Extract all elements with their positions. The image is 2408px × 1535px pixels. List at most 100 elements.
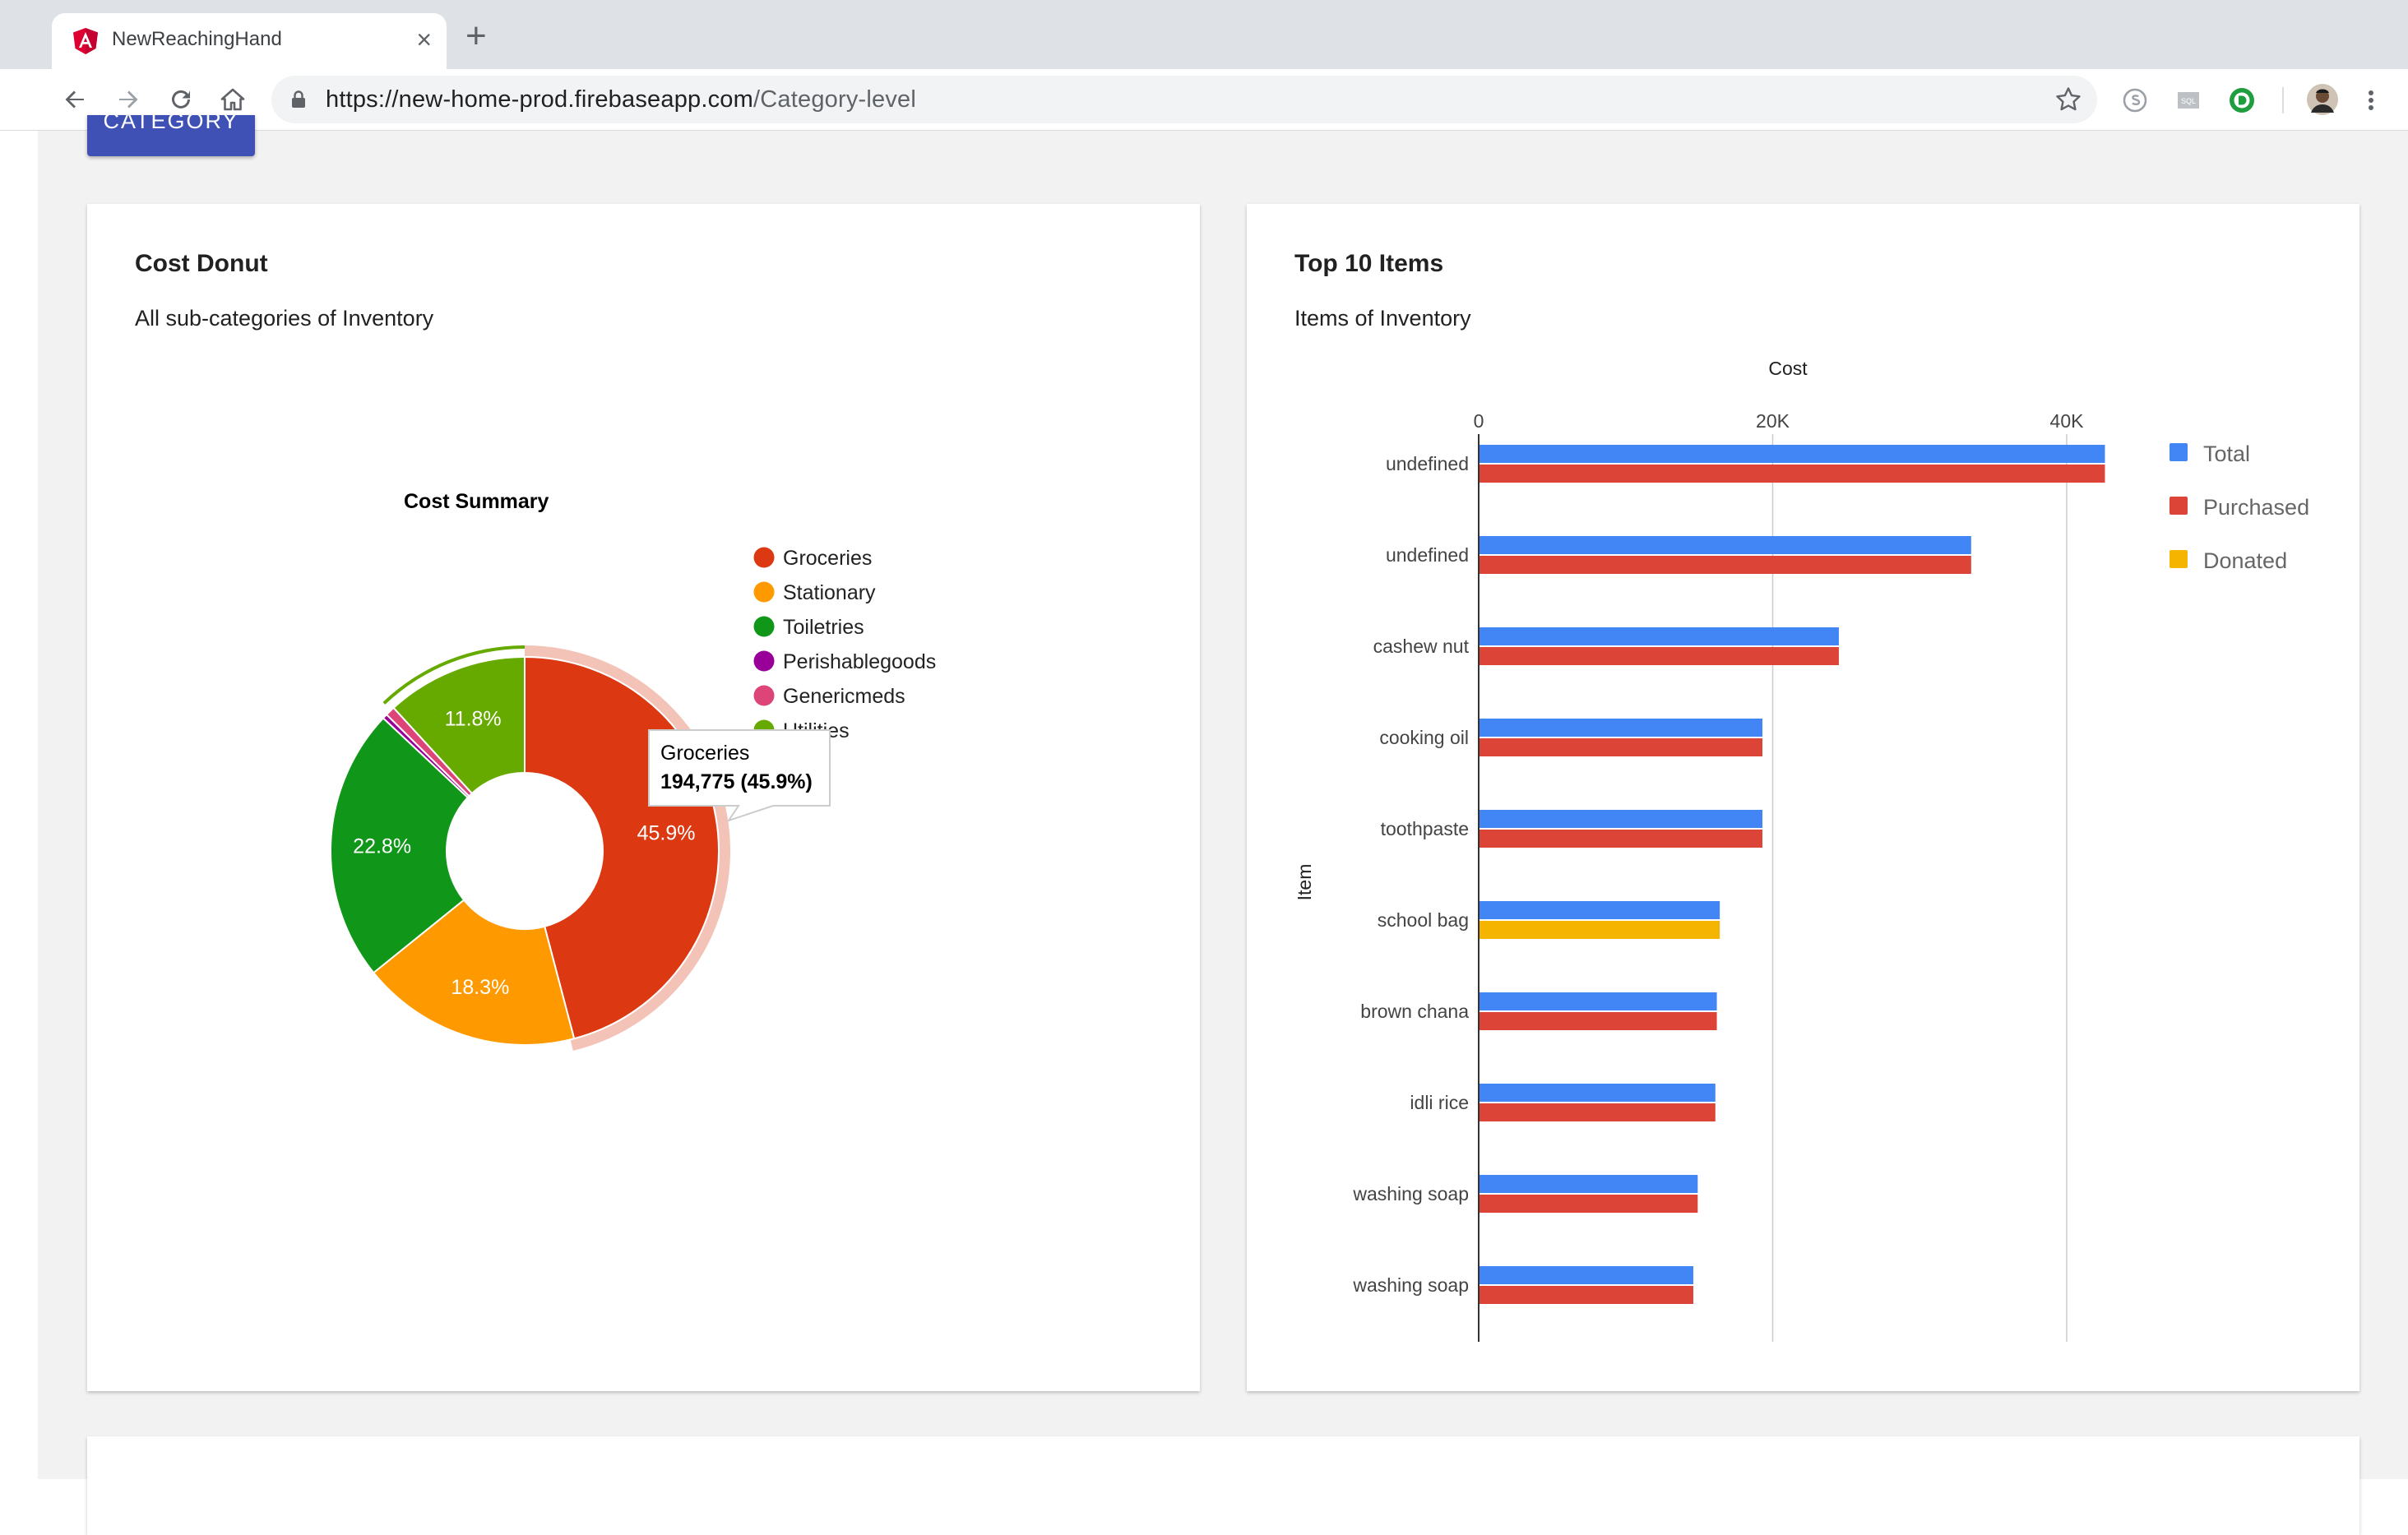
bar-total-5 (1480, 901, 1720, 919)
legend-marker-stationary (753, 581, 775, 603)
tab-close-icon[interactable]: × (416, 25, 432, 54)
url-path: /Category-level (753, 86, 917, 113)
tab-title: NewReachingHand (112, 28, 282, 50)
new-tab-button[interactable]: + (465, 16, 487, 56)
y-category-label-0: undefined (1386, 453, 1469, 474)
profile-avatar[interactable] (2305, 82, 2340, 117)
y-category-label-1: undefined (1386, 544, 1469, 566)
top-items-title: Top 10 Items (1294, 250, 1444, 277)
y-category-label-6: brown chana (1360, 1001, 1469, 1022)
slice-label-stationary: 18.3% (451, 976, 509, 999)
address-bar[interactable]: https://new-home-prod.firebaseapp.com/Ca… (271, 76, 2097, 123)
category-button-label: CATEGORY (103, 115, 239, 133)
legend-label-purchased: Purchased (2203, 495, 2309, 520)
bar-total-8 (1480, 1175, 1698, 1193)
bar-total-7 (1480, 1084, 1716, 1102)
legend-marker-donated (2170, 550, 2188, 568)
bar-total-4 (1480, 810, 1762, 828)
x-tick-label-1: 20K (1756, 410, 1790, 432)
back-button[interactable] (56, 81, 94, 118)
bar-purchased-6 (1480, 1012, 1717, 1030)
forward-arrow-icon (119, 90, 138, 109)
legend-label-perishablegoods: Perishablegoods (783, 650, 936, 673)
y-category-label-7: idli rice (1410, 1092, 1469, 1113)
reload-button[interactable] (162, 81, 200, 118)
bar-purchased-2 (1480, 647, 1839, 665)
home-icon (220, 88, 245, 111)
legend-label-genericmeds: Genericmeds (783, 685, 905, 708)
y-category-label-8: washing soap (1352, 1183, 1469, 1204)
slice-label-groceries: 45.9% (637, 822, 696, 845)
legend-marker-purchased (2170, 497, 2188, 515)
bar-purchased-9 (1480, 1286, 1693, 1304)
bar-total-1 (1480, 536, 1971, 554)
bar-total-9 (1480, 1266, 1693, 1284)
legend-label-donated: Donated (2203, 548, 2287, 573)
x-tick-label-2: 40K (2050, 410, 2085, 432)
cost-donut-card: Cost Donut All sub-categories of Invento… (87, 204, 1200, 1391)
bar-total-6 (1480, 992, 1717, 1010)
donut-slice-stationary (372, 899, 576, 1046)
y-axis-title: Item (1294, 864, 1315, 901)
y-category-label-9: washing soap (1352, 1274, 1469, 1296)
legend-marker-total (2170, 443, 2188, 461)
category-button[interactable]: CATEGORY (87, 115, 255, 156)
forward-button[interactable] (109, 81, 147, 118)
donut-legend: Groceries Stationary Toiletries Perishableg… (753, 547, 936, 742)
skype-extension-icon[interactable] (2120, 86, 2150, 115)
tab-strip: NewReachingHand × + (0, 0, 2408, 69)
donut-tooltip: Groceries 194,775 (45.9%) (648, 729, 831, 822)
x-tick-label-0: 0 (1474, 410, 1484, 432)
bar-purchased-1 (1480, 556, 1971, 574)
sql-extension-icon[interactable]: SQL (2174, 86, 2203, 115)
bar-donated-5 (1480, 921, 1720, 939)
dashlane-extension-icon[interactable] (2227, 86, 2257, 115)
back-arrow-icon (65, 90, 84, 109)
y-category-label-5: school bag (1378, 909, 1469, 931)
tooltip-box (648, 729, 831, 822)
legend-label-groceries: Groceries (783, 547, 872, 570)
y-category-label-4: toothpaste (1381, 818, 1469, 839)
browser-menu-icon[interactable] (2356, 86, 2386, 115)
url-host: https://new-home-prod.firebaseapp.com (326, 86, 753, 113)
home-button[interactable] (214, 81, 252, 118)
legend-label-total: Total (2203, 442, 2250, 466)
tooltip-value: 194,775 (45.9%) (660, 770, 813, 793)
cost-summary-chart[interactable]: Cost Summary 45.9% 18.3% 22.8% 11.8% Grocerie… (87, 204, 1200, 1391)
legend-label-toiletries: Toiletries (783, 616, 864, 639)
svg-text:SQL: SQL (2181, 97, 2196, 105)
donut-chart-title: Cost Summary (404, 490, 549, 513)
bar-purchased-8 (1480, 1195, 1698, 1213)
top-items-subtitle: Items of Inventory (1294, 306, 1471, 331)
bar-purchased-7 (1480, 1103, 1716, 1121)
y-category-label-3: cooking oil (1379, 727, 1469, 748)
url-text: https://new-home-prod.firebaseapp.com/Ca… (326, 86, 916, 113)
legend-marker-groceries (753, 547, 775, 568)
top-items-card: Top 10 Items Items of Inventory Cost Item… (1247, 204, 2359, 1391)
cost-donut-title: Cost Donut (135, 250, 268, 277)
legend-marker-perishablegoods (753, 650, 775, 672)
browser-tab[interactable]: NewReachingHand × (52, 13, 447, 69)
browser-toolbar: https://new-home-prod.firebaseapp.com/Ca… (0, 69, 2408, 131)
bookmark-star-icon[interactable] (2053, 84, 2084, 115)
toolbar-divider (2282, 87, 2284, 113)
x-axis-title: Cost (1768, 358, 1808, 379)
lock-icon (292, 90, 305, 108)
slice-label-toiletries: 22.8% (353, 835, 411, 858)
tooltip-title: Groceries (660, 742, 749, 765)
donut-slice-utilities (392, 655, 526, 795)
bar-purchased-0 (1480, 465, 2105, 483)
angular-favicon-icon (73, 28, 98, 54)
bar-total-2 (1480, 627, 1839, 645)
legend-marker-genericmeds (753, 685, 775, 706)
reload-icon (172, 90, 190, 109)
bar-purchased-4 (1480, 830, 1762, 848)
bar-total-0 (1480, 445, 2105, 463)
next-card (87, 1436, 2359, 1535)
y-category-label-2: cashew nut (1373, 636, 1470, 657)
slice-label-utilities: 11.8% (445, 707, 502, 730)
bar-purchased-3 (1480, 738, 1762, 756)
bar-total-3 (1480, 719, 1762, 737)
top-items-chart[interactable]: Cost Item 0 20K 40K undefined undefined cashew … (1247, 204, 2359, 1391)
legend-marker-toiletries (753, 616, 775, 637)
